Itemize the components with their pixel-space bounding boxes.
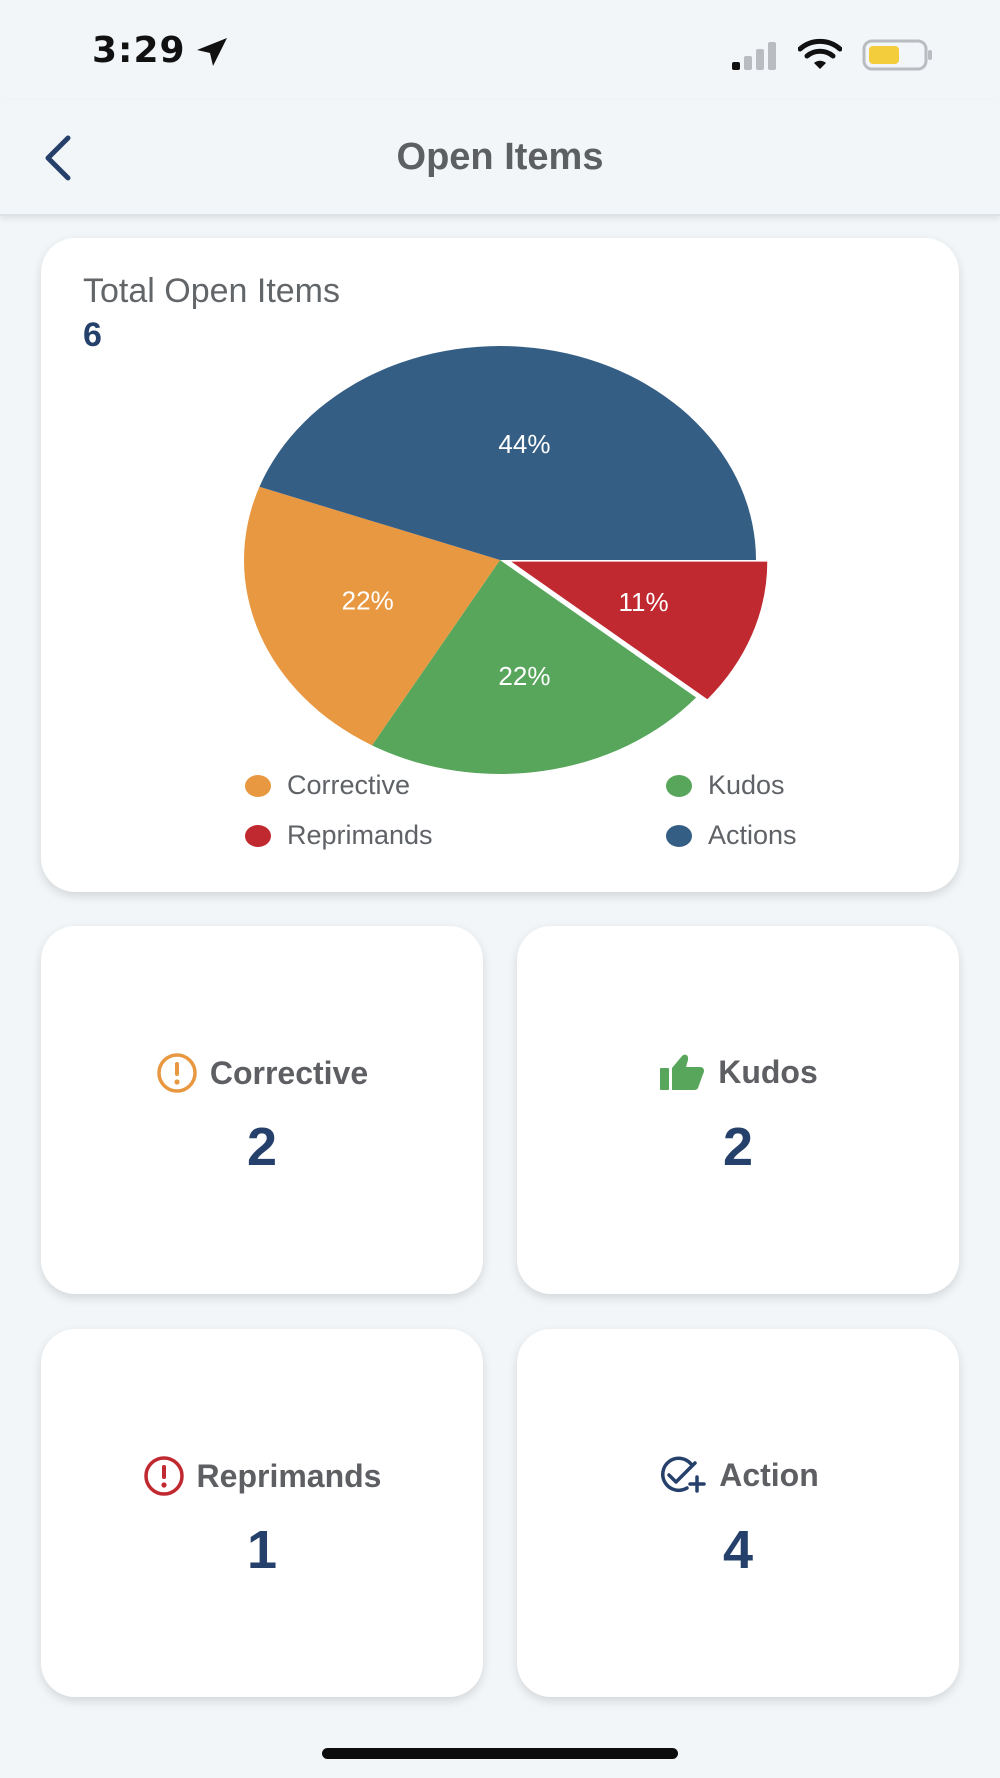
wifi-icon xyxy=(798,38,842,69)
legend-dot-reprimands xyxy=(245,824,271,847)
page-title: Open Items xyxy=(396,136,604,178)
legend-label-actions: Actions xyxy=(708,820,797,850)
back-button[interactable] xyxy=(30,130,86,186)
legend-kudos: Kudos xyxy=(666,770,785,801)
thumbs-up-icon xyxy=(658,1052,706,1092)
pie-slice-kudos xyxy=(372,560,697,774)
legend-label-corrective: Corrective xyxy=(287,770,411,800)
alert-circle-icon xyxy=(156,1052,198,1094)
legend-label-reprimands: Reprimands xyxy=(287,820,433,850)
legend-dot-actions xyxy=(666,824,692,847)
pie-chart: 11% 22% 22% 44% xyxy=(244,346,768,774)
kudos-count: 2 xyxy=(722,1117,754,1177)
chevron-left-icon xyxy=(45,135,71,181)
home-indicator xyxy=(322,1748,678,1759)
total-open-items-value: 6 xyxy=(83,316,102,354)
action-count: 4 xyxy=(722,1520,754,1580)
alert-circle-icon xyxy=(143,1455,185,1497)
kudos-card[interactable]: Kudos 2 xyxy=(517,926,959,1294)
nav-bar: Open Items xyxy=(0,100,1000,216)
corrective-label: Corrective xyxy=(209,1054,369,1091)
status-time: 3:29 xyxy=(92,30,186,71)
legend-label-kudos: Kudos xyxy=(708,770,785,800)
chart-card: Total Open Items 6 11% 22% 22% 44% Correcti… xyxy=(41,238,959,892)
location-arrow-icon xyxy=(197,38,227,66)
reprimands-label: Reprimands xyxy=(196,1457,382,1494)
pie-label-reprimands: 11% xyxy=(619,587,669,617)
legend-reprimands: Reprimands xyxy=(245,820,433,851)
pie-label-corrective: 22% xyxy=(342,585,394,615)
pie-slice-reprimands xyxy=(511,561,768,700)
check-plus-icon xyxy=(657,1455,707,1495)
pie-label-kudos: 22% xyxy=(498,661,550,691)
legend-actions: Actions xyxy=(666,820,797,851)
action-label: Action xyxy=(719,1456,819,1493)
legend-dot-corrective xyxy=(245,774,271,797)
pie-slice-actions xyxy=(259,346,756,560)
total-open-items-label: Total Open Items xyxy=(83,272,341,310)
status-bar: 3:29 xyxy=(0,0,1000,100)
legend-dot-kudos xyxy=(666,774,692,797)
battery-icon xyxy=(862,39,932,71)
corrective-card[interactable]: Corrective 2 xyxy=(41,926,483,1294)
legend-corrective: Corrective xyxy=(245,770,410,801)
pie-label-actions: 44% xyxy=(498,429,550,459)
kudos-label: Kudos xyxy=(718,1053,818,1090)
signal-icon xyxy=(732,42,776,70)
corrective-count: 2 xyxy=(246,1117,278,1177)
pie-slice-corrective xyxy=(244,486,500,746)
reprimands-count: 1 xyxy=(246,1520,278,1580)
action-card[interactable]: Action 4 xyxy=(517,1329,959,1697)
reprimands-card[interactable]: Reprimands 1 xyxy=(41,1329,483,1697)
